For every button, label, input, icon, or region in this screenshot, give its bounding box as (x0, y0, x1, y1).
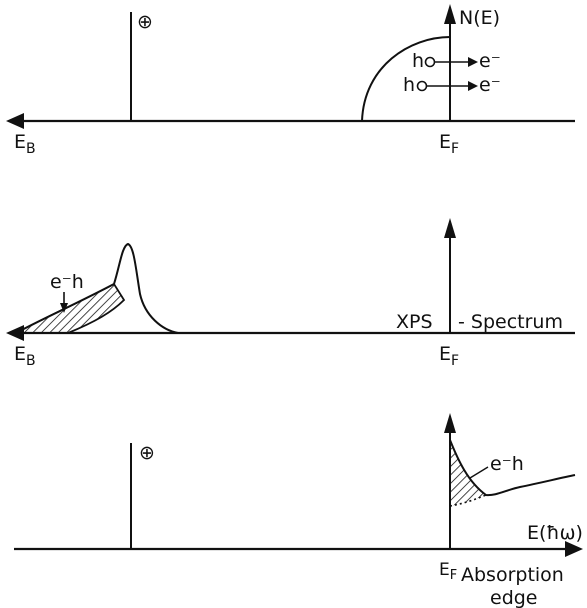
hole-symbol-2 (416, 80, 428, 92)
hole-label-1: h (412, 50, 424, 72)
bottom-axis-arrow-head (565, 541, 583, 557)
occupied-states-curve (361, 36, 451, 122)
photon-energy-label: E(ħω) (527, 522, 583, 544)
top-axis-arrow-head (6, 113, 24, 129)
excitation-arrow-1-head (468, 57, 478, 67)
top-panel: ⊕ N(E) h e⁻ h e⁻ EB EF (6, 4, 575, 157)
pair-pointer-head (60, 303, 68, 313)
xps-label-left: XPS (396, 311, 433, 333)
middle-panel: e⁻h XPS - Spectrum EB EF (6, 218, 575, 369)
bottom-pair-pointer (469, 466, 489, 479)
top-dos-arrow-head (444, 4, 456, 24)
middle-binding-energy-label: EB (14, 343, 36, 369)
hole-label-2: h (403, 74, 415, 96)
edge-hatched-region (450, 440, 486, 506)
bottom-pair-label: e⁻h (490, 453, 524, 475)
excitation-arrow-2-head (468, 81, 478, 91)
middle-vertical-arrow-head (444, 218, 456, 238)
dos-axis-label: N(E) (459, 7, 500, 29)
top-core-level-symbol: ⊕ (137, 11, 153, 33)
hole-symbol-1 (424, 56, 436, 68)
middle-fermi-level-label: EF (439, 343, 459, 369)
top-fermi-level-label: EF (439, 131, 459, 157)
absorption-edge-label-line1: Absorption (461, 564, 564, 586)
bottom-panel: ⊕ e⁻h E(ħω) EF Absorption edge (14, 413, 583, 608)
electron-label-1: e⁻ (479, 50, 501, 72)
xps-label-right: - Spectrum (458, 311, 563, 333)
bottom-vertical-arrow-head (444, 413, 456, 433)
electron-label-2: e⁻ (479, 74, 501, 96)
bottom-core-level-symbol: ⊕ (139, 442, 155, 464)
xps-core-peak (15, 242, 179, 334)
top-binding-energy-label: EB (14, 131, 36, 157)
absorption-edge-label-line2: edge (490, 587, 538, 608)
middle-axis-arrow-head (6, 325, 24, 341)
bottom-fermi-level-label: EF (439, 560, 457, 583)
absorption-curve (449, 439, 576, 497)
middle-pair-label: e⁻h (50, 271, 84, 293)
